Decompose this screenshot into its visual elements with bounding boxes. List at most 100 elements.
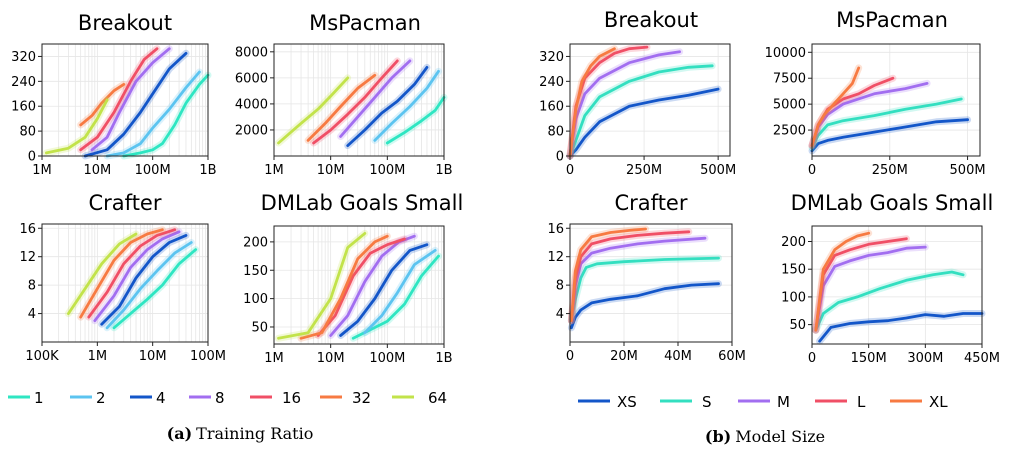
x-tick-label: 100M — [190, 349, 226, 364]
series-band-M — [567, 234, 709, 325]
y-tick-label: 8 — [556, 279, 564, 294]
y-tick-label: 200 — [781, 235, 806, 250]
y-tick-label: 150 — [243, 264, 268, 279]
y-tick-label: 4000 — [235, 97, 268, 112]
series-line-XL — [810, 66, 861, 148]
x-tick-label: 250M — [872, 163, 908, 178]
series-line-64 — [67, 232, 138, 316]
x-tick-label: 40M — [664, 349, 692, 364]
x-tick-label: 1B — [199, 163, 216, 178]
series-line-XS — [818, 312, 984, 343]
chart-title-a_dmlab: DMLab Goals Small — [261, 191, 464, 215]
x-tick-label: 1M — [32, 163, 52, 178]
caption-b-text: Model Size — [735, 427, 825, 446]
series-band-S — [566, 62, 716, 160]
x-tick-label: 100M — [369, 351, 405, 366]
x-tick-label: 250M — [626, 163, 662, 178]
chart-b_breakout: Breakout 0 250M 500M 0 80 160 240 320 — [539, 8, 736, 178]
caption-a: (a) Training Ratio — [167, 424, 314, 443]
y-tick-label: 0 — [556, 150, 564, 165]
series-line-1 — [122, 73, 210, 158]
series-line-XL — [570, 227, 647, 323]
y-tick-label: 320 — [11, 50, 36, 65]
y-tick-label: 7500 — [773, 72, 806, 87]
series-line-S — [570, 256, 720, 323]
legend-b-label-xs: XS — [617, 393, 637, 411]
y-tick-label: 12 — [19, 250, 36, 265]
chart-title-b_mspacman: MsPacman — [836, 8, 948, 32]
x-tick-label: 10M — [317, 163, 345, 178]
y-tick-label: 100 — [243, 292, 268, 307]
chart-title-a_mspacman: MsPacman — [309, 11, 421, 35]
legend-a: 1 2 4 8 16 32 64 — [8, 389, 447, 407]
series-line-S — [814, 270, 965, 332]
series-line-XS — [810, 118, 969, 153]
y-tick-label: 160 — [539, 100, 564, 115]
y-tick-label: 16 — [19, 222, 36, 237]
x-tick-label: 0 — [566, 163, 574, 178]
chart-b_crafter: Crafter 0 20M 40M 60M 4 8 12 16 — [547, 191, 745, 364]
series-line-8 — [93, 230, 181, 323]
x-tick-label: 1B — [435, 351, 452, 366]
series-band-XS — [567, 280, 722, 332]
y-tick-label: 240 — [539, 75, 564, 90]
x-tick-label: 0 — [808, 351, 816, 366]
x-tick-label: 60M — [718, 349, 746, 364]
series-line-4 — [100, 233, 188, 326]
y-tick-label: 8000 — [235, 45, 268, 60]
plot-frame — [273, 225, 445, 345]
series-line-2 — [373, 69, 440, 142]
series-line-XS — [570, 282, 720, 330]
series-line-S — [810, 97, 963, 150]
series-line-M — [814, 245, 927, 332]
y-tick-label: 100 — [781, 290, 806, 305]
series-line-16 — [312, 59, 399, 145]
series-line-XL — [568, 47, 616, 158]
plot-frame — [811, 43, 981, 157]
x-tick-label: 0 — [566, 349, 574, 364]
chart-title-a_breakout: Breakout — [78, 11, 172, 35]
series-line-8 — [90, 47, 171, 152]
y-tick-label: 8 — [28, 279, 36, 294]
legend-a-label-2: 2 — [96, 389, 106, 407]
y-tick-label: 80 — [547, 125, 564, 140]
series-line-16 — [87, 228, 177, 319]
y-tick-label: 6000 — [235, 71, 268, 86]
y-tick-label: 2000 — [235, 123, 268, 138]
series-band-S — [567, 254, 722, 325]
y-tick-label: 200 — [243, 235, 268, 250]
series-line-2 — [105, 241, 193, 330]
plot-frame — [41, 43, 209, 157]
legend-b-label-xl: XL — [929, 393, 948, 411]
series-line-4 — [339, 243, 429, 337]
series-line-XL — [814, 231, 871, 332]
legend-a-label-64: 64 — [428, 389, 447, 407]
chart-b_dmlab: DMLab Goals Small 0 150M 300M 450M 50 100 150 20… — [781, 191, 1000, 366]
x-tick-label: 0 — [808, 163, 816, 178]
y-tick-label: 160 — [11, 100, 36, 115]
x-tick-label: 10M — [83, 163, 111, 178]
x-tick-label: 150M — [851, 351, 887, 366]
series-line-1 — [385, 96, 446, 145]
x-tick-label: 100M — [369, 163, 405, 178]
x-tick-label: 20M — [610, 349, 638, 364]
legend-a-label-8: 8 — [215, 389, 225, 407]
y-tick-label: 150 — [781, 263, 806, 278]
y-tick-label: 10000 — [765, 46, 806, 61]
series-line-1 — [112, 248, 198, 330]
series-line-32 — [79, 228, 164, 319]
chart-title-a_crafter: Crafter — [89, 191, 162, 215]
y-tick-label: 4 — [28, 307, 36, 322]
series-line-16 — [79, 47, 159, 152]
x-tick-label: 1M — [264, 351, 284, 366]
chart-a_breakout: Breakout 1M 10M 100M 1B 0 80 160 240 320 — [11, 11, 216, 178]
x-tick-label: 100K — [25, 349, 59, 364]
plot-frame — [273, 43, 445, 157]
chart-a_dmlab: DMLab Goals Small 1M 10M 100M 1B 50 100 150 200 — [243, 191, 463, 366]
y-tick-label: 16 — [547, 222, 564, 237]
x-tick-label: 300M — [907, 351, 943, 366]
plot-frame — [569, 43, 731, 157]
legend-b: XS S M L XL — [578, 393, 948, 411]
y-tick-label: 80 — [19, 125, 36, 140]
